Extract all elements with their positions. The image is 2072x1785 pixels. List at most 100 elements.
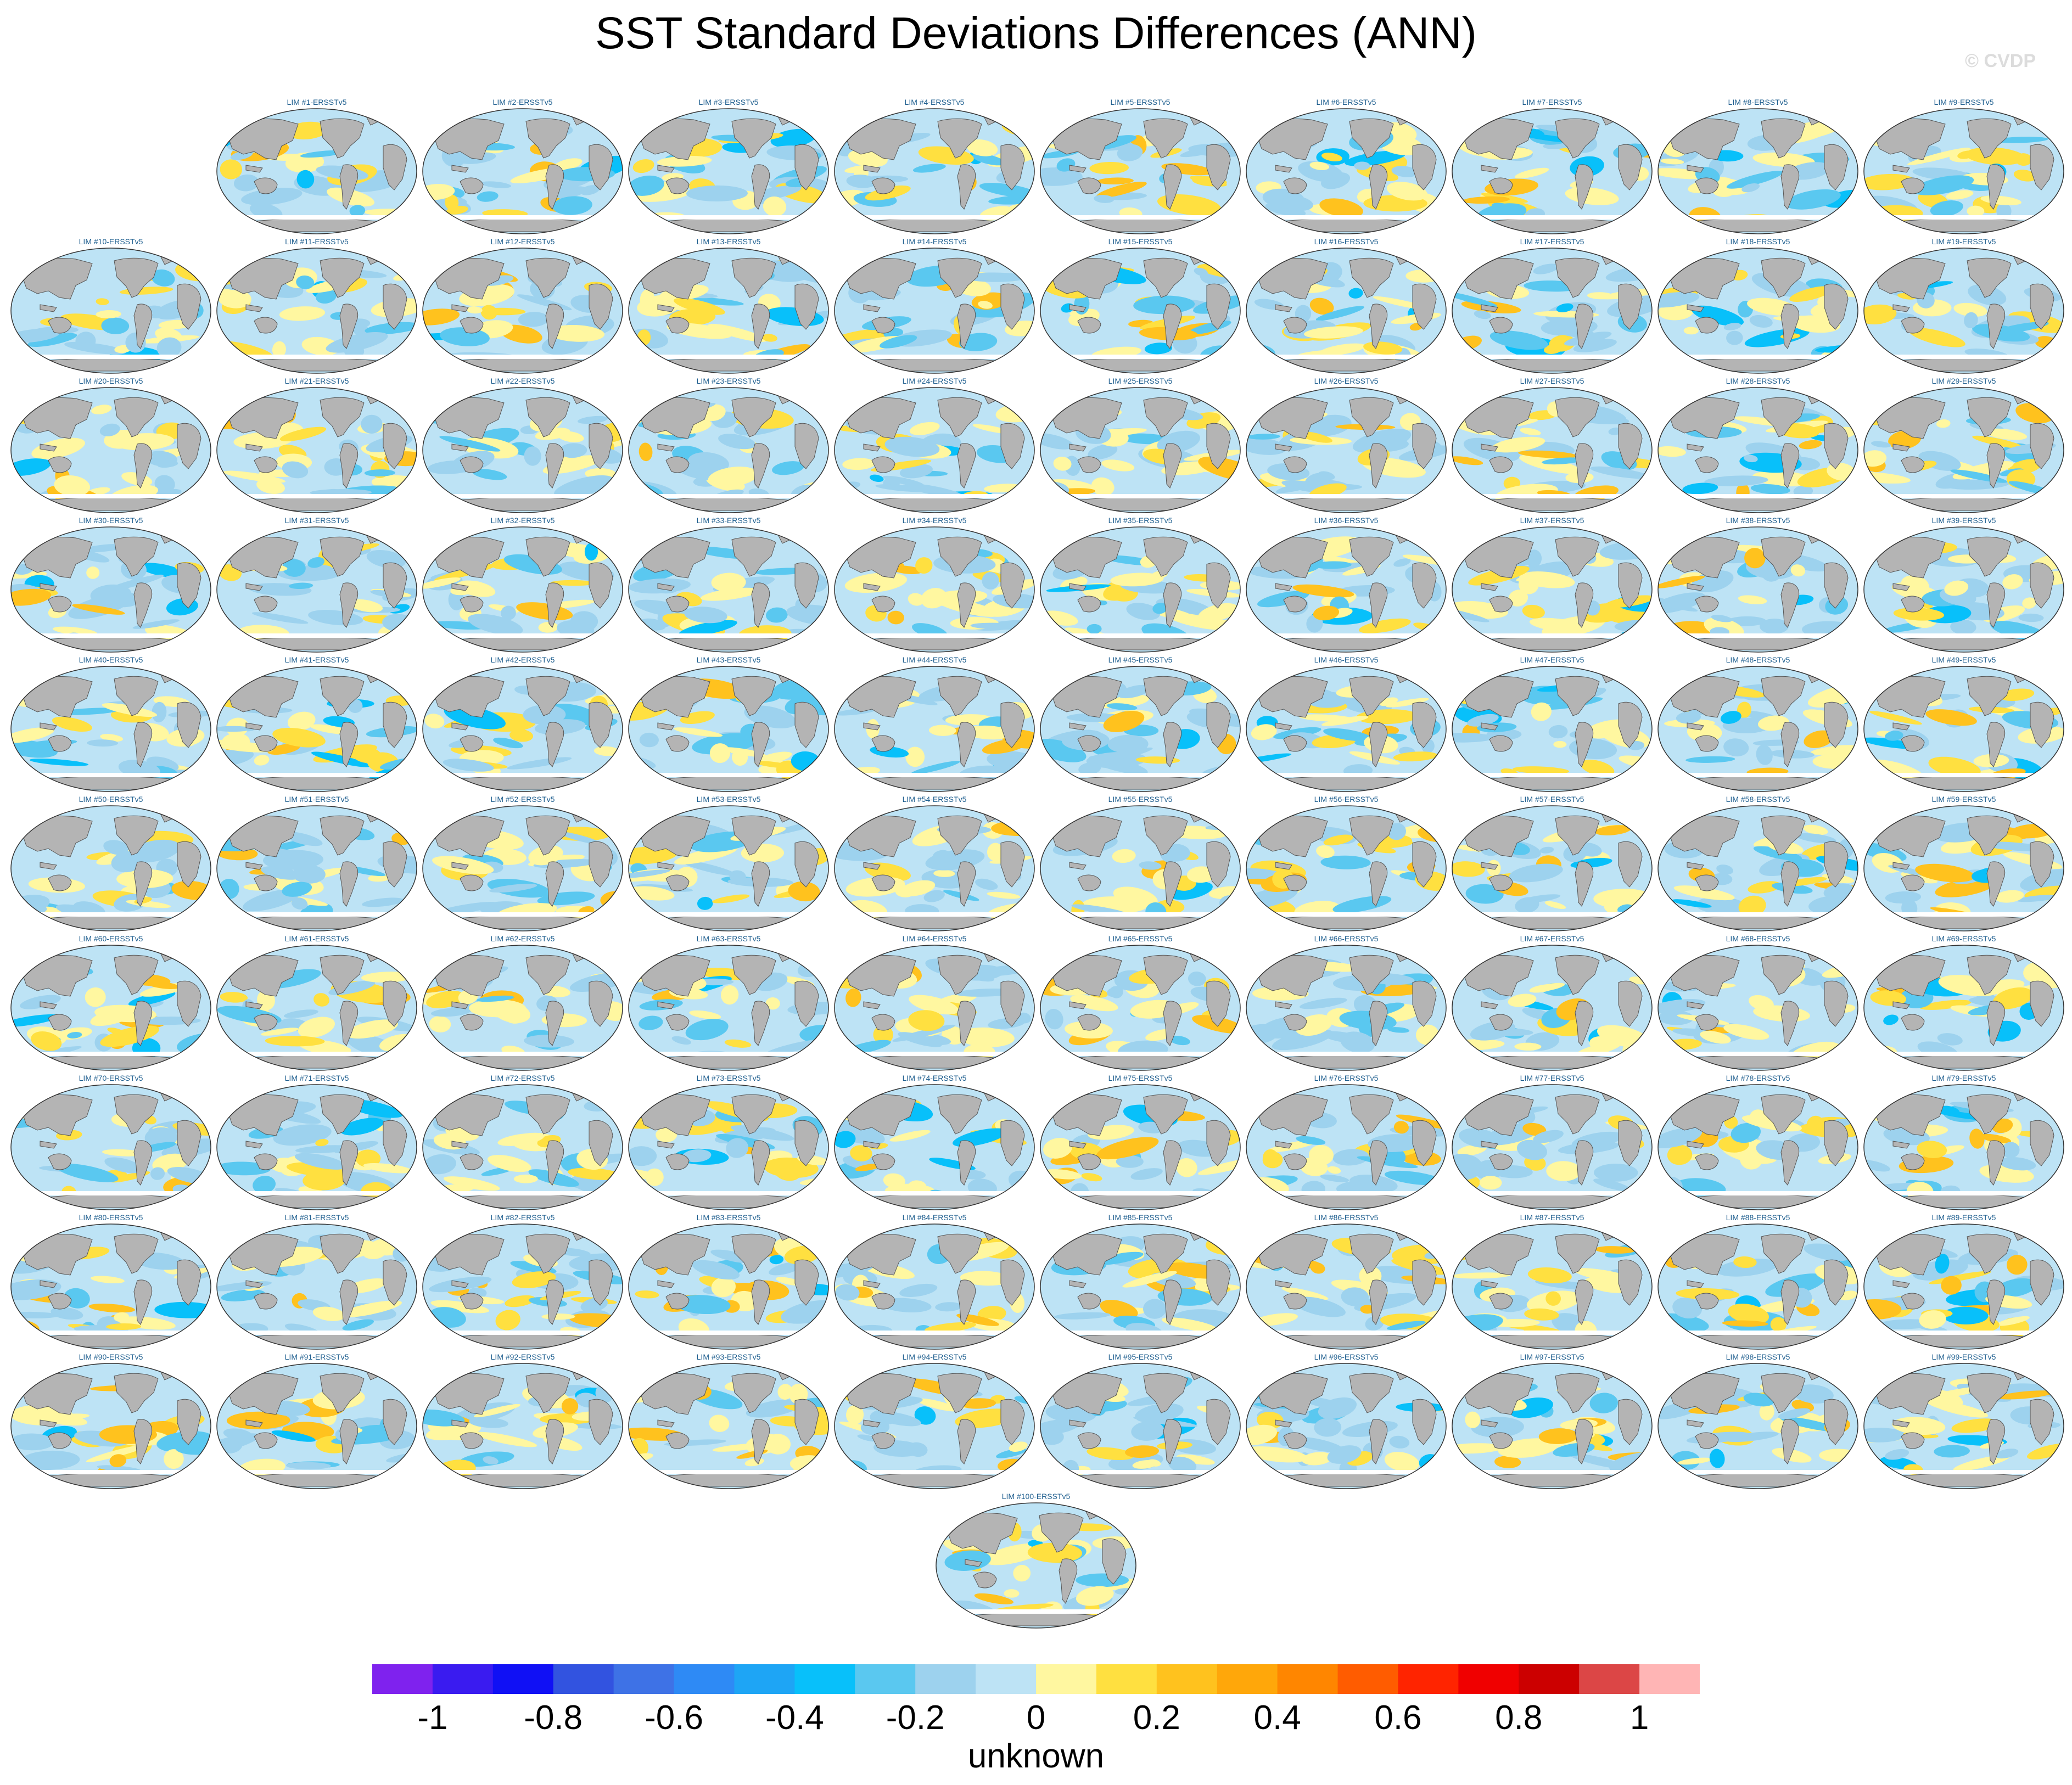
land-mass bbox=[1695, 177, 1719, 194]
anomaly-patch bbox=[1103, 711, 1145, 732]
map-panel: LIM #19-ERSSTv5 bbox=[1863, 237, 2065, 374]
anomaly-patch bbox=[1726, 330, 1743, 345]
land-mass bbox=[731, 1373, 776, 1413]
panel-title: LIM #17-ERSSTv5 bbox=[1520, 237, 1584, 246]
land-mass bbox=[1077, 874, 1101, 891]
anomaly-patch bbox=[1524, 1308, 1559, 1321]
panel-title: LIM #40-ERSSTv5 bbox=[79, 655, 143, 664]
land-mass bbox=[133, 582, 153, 628]
anomaly-patch bbox=[1498, 1438, 1558, 1458]
panel-title: LIM #21-ERSSTv5 bbox=[284, 377, 349, 385]
land-mass bbox=[254, 1014, 278, 1031]
land-mass bbox=[1892, 722, 1910, 731]
panel-title: LIM #51-ERSSTv5 bbox=[284, 795, 349, 804]
map-panel: LIM #77-ERSSTv5 bbox=[1451, 1074, 1653, 1211]
land-mass bbox=[1967, 1233, 2012, 1274]
panel-title: LIM #75-ERSSTv5 bbox=[1108, 1074, 1173, 1082]
sst-map bbox=[1863, 805, 2064, 931]
anomaly-patch bbox=[899, 1283, 938, 1297]
land-mass bbox=[1986, 582, 2006, 628]
land-mass bbox=[383, 841, 407, 888]
land-mass bbox=[1892, 1001, 1910, 1009]
anomaly-patch bbox=[474, 1404, 520, 1418]
anomaly-patch bbox=[507, 757, 572, 770]
land-mass bbox=[1481, 304, 1498, 312]
land-mass bbox=[1000, 144, 1025, 190]
anomaly-patch bbox=[1168, 1456, 1197, 1473]
land-mass bbox=[1489, 1432, 1513, 1449]
land-mass bbox=[133, 304, 153, 349]
missing-data-band bbox=[629, 1470, 828, 1474]
anomaly-patch bbox=[987, 891, 1021, 899]
sst-map bbox=[1246, 666, 1447, 792]
panel-title: LIM #59-ERSSTv5 bbox=[1931, 795, 1996, 804]
land-mass bbox=[731, 1233, 776, 1274]
anomaly-patch bbox=[873, 1025, 893, 1045]
missing-data-band bbox=[835, 912, 1034, 917]
sst-map bbox=[1452, 666, 1653, 792]
sst-map bbox=[1452, 1223, 1653, 1350]
land-mass bbox=[1967, 1094, 2012, 1135]
anomaly-patch bbox=[1803, 824, 1828, 835]
land-mass bbox=[1283, 1293, 1307, 1310]
map-border bbox=[422, 108, 623, 234]
map-panel: LIM #87-ERSSTv5 bbox=[1451, 1213, 1653, 1350]
missing-data-band bbox=[217, 1052, 417, 1056]
anomaly-patch bbox=[20, 1450, 80, 1470]
missing-data-band bbox=[1658, 355, 1858, 359]
sst-map bbox=[1863, 108, 2064, 234]
land-mass bbox=[1618, 144, 1643, 190]
land-mass bbox=[1163, 443, 1182, 489]
missing-data-band bbox=[1452, 1191, 1652, 1195]
anomaly-patch bbox=[1756, 744, 1773, 765]
land-mass bbox=[1555, 118, 1600, 159]
land-mass bbox=[451, 1419, 469, 1428]
land-mass bbox=[133, 443, 153, 489]
anomaly-patch bbox=[1017, 1012, 1031, 1024]
land-mass bbox=[460, 177, 484, 194]
map-panel: LIM #37-ERSSTv5 bbox=[1451, 516, 1653, 653]
panel-title: LIM #22-ERSSTv5 bbox=[490, 377, 555, 385]
land-mass bbox=[751, 582, 770, 628]
anomaly-patch bbox=[1117, 684, 1151, 699]
land-mass bbox=[1780, 861, 1800, 907]
anomaly-patch bbox=[1095, 1251, 1144, 1265]
anomaly-patch bbox=[1804, 730, 1834, 748]
anomaly-patch bbox=[1789, 286, 1833, 302]
sst-map bbox=[422, 1363, 623, 1489]
land-mass bbox=[1761, 955, 1806, 995]
land-mass bbox=[1489, 735, 1513, 752]
anomaly-patch bbox=[1999, 688, 2035, 701]
land-mass bbox=[1206, 283, 1231, 330]
anomaly-patch bbox=[1518, 450, 1578, 458]
anomaly-patch bbox=[1957, 150, 1975, 159]
land-mass bbox=[1575, 164, 1594, 210]
missing-data-band bbox=[835, 494, 1034, 498]
panel-title: LIM #60-ERSSTv5 bbox=[79, 934, 143, 943]
panel-title: LIM #72-ERSSTv5 bbox=[490, 1074, 555, 1082]
land-mass bbox=[1687, 1141, 1704, 1149]
map-panel: LIM #26-ERSSTv5 bbox=[1245, 377, 1447, 514]
anomaly-patch bbox=[349, 205, 366, 217]
land-mass bbox=[1901, 317, 1925, 334]
missing-data-band bbox=[423, 1331, 623, 1335]
land-mass bbox=[1275, 862, 1292, 870]
map-panel: LIM #56-ERSSTv5 bbox=[1245, 795, 1447, 932]
anomaly-patch bbox=[1040, 739, 1087, 762]
anomaly-patch bbox=[712, 894, 750, 903]
land-mass bbox=[40, 583, 57, 591]
map-panel: LIM #59-ERSSTv5 bbox=[1863, 795, 2065, 932]
land-mass bbox=[1163, 1140, 1182, 1186]
anomaly-patch bbox=[312, 1306, 345, 1321]
map-panel: LIM #92-ERSSTv5 bbox=[422, 1352, 624, 1490]
anomaly-patch bbox=[1726, 171, 1783, 189]
map-panel: LIM #90-ERSSTv5 bbox=[10, 1352, 212, 1490]
map-border bbox=[1863, 248, 2064, 374]
anomaly-patch bbox=[1188, 971, 1206, 986]
panel-title: LIM #73-ERSSTv5 bbox=[696, 1074, 761, 1082]
anomaly-patch bbox=[701, 587, 760, 601]
land-mass bbox=[1349, 1094, 1394, 1135]
anomaly-patch bbox=[1925, 709, 1977, 726]
anomaly-patch bbox=[1685, 756, 1735, 763]
anomaly-patch bbox=[1167, 613, 1231, 631]
